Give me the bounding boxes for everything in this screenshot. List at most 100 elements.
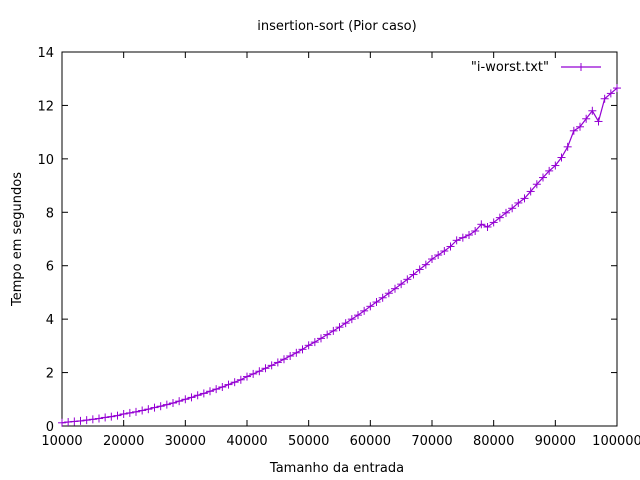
legend-point [577, 63, 585, 71]
data-point [113, 411, 122, 420]
data-point [82, 416, 91, 425]
data-point [323, 330, 332, 339]
data-point [162, 400, 171, 409]
data-point [378, 293, 387, 302]
data-point [557, 153, 566, 162]
data-point [471, 226, 480, 235]
data-point [397, 280, 406, 289]
data-point [230, 378, 239, 387]
data-point [502, 208, 510, 217]
data-point [600, 94, 609, 103]
data-point [132, 407, 140, 416]
data-point [489, 218, 498, 227]
data-point [391, 284, 399, 293]
data-point [249, 369, 258, 378]
data-point [144, 405, 153, 414]
x-tick-label: 90000 [535, 434, 576, 449]
data-point [514, 198, 523, 207]
data-point [101, 413, 110, 422]
data-point [156, 402, 165, 411]
data-point [452, 236, 461, 245]
data-point [588, 106, 597, 115]
data-point [193, 391, 202, 400]
data-point [70, 417, 79, 426]
x-tick-label: 10000 [41, 434, 82, 449]
y-tick-label: 0 [46, 420, 54, 435]
data-point [138, 406, 147, 415]
data-point [150, 403, 159, 412]
data-point [354, 311, 362, 320]
data-point [440, 247, 449, 256]
data-point [520, 194, 529, 203]
data-point [532, 180, 541, 189]
legend: "i-worst.txt" [471, 60, 601, 75]
y-tick-label: 14 [37, 46, 54, 61]
data-point [415, 265, 424, 274]
data-point [236, 375, 245, 384]
data-point [273, 358, 282, 367]
data-point [483, 222, 492, 231]
data-point [181, 395, 190, 404]
data-point [545, 166, 554, 175]
y-tick-label: 4 [46, 313, 54, 328]
data-point [372, 298, 381, 307]
x-tick-label: 40000 [226, 434, 267, 449]
data-point [58, 418, 66, 427]
data-point [539, 173, 547, 182]
data-point [76, 416, 85, 425]
data-point [243, 372, 251, 381]
x-axis-label: Tamanho da entrada [269, 461, 404, 476]
x-tick-label: 50000 [288, 434, 329, 449]
data-point [119, 409, 128, 418]
y-tick-label: 6 [46, 260, 54, 275]
data-point [508, 204, 517, 213]
data-point [360, 306, 369, 315]
data-point [594, 117, 603, 126]
data-point [218, 382, 227, 391]
data-point [465, 230, 473, 239]
data-point [563, 142, 572, 151]
data-point [298, 345, 307, 354]
x-tick-label: 30000 [165, 434, 206, 449]
data-point [551, 161, 560, 170]
data-point [107, 412, 116, 421]
data-point [286, 352, 295, 361]
data-point [329, 326, 338, 335]
data-point [224, 380, 233, 389]
data-point [125, 408, 134, 417]
data-point [341, 319, 350, 328]
data-point [187, 393, 196, 402]
data-point [280, 355, 288, 364]
data-point [64, 417, 73, 426]
y-axis-label: Tempo em segundos [10, 172, 25, 307]
data-point [569, 126, 578, 135]
data-point [199, 389, 208, 398]
data-point [403, 275, 412, 284]
data-point [88, 415, 97, 424]
data-point [206, 387, 214, 396]
plot-frame [61, 51, 618, 427]
data-point [458, 233, 467, 242]
data-point [95, 414, 103, 423]
data-point [169, 399, 177, 408]
data-point [310, 338, 319, 347]
data-point [384, 289, 393, 298]
data-point [606, 89, 615, 98]
data-point [255, 367, 264, 376]
x-tick-label: 60000 [350, 434, 391, 449]
data-point [317, 334, 325, 343]
y-tick-label: 2 [46, 367, 54, 382]
data-point [495, 213, 504, 222]
x-tick-label: 80000 [473, 434, 514, 449]
data-point [582, 114, 591, 123]
data-point [292, 348, 301, 357]
x-tick-label: 70000 [411, 434, 452, 449]
chart-title: insertion-sort (Pior caso) [257, 19, 416, 34]
y-tick-label: 10 [37, 153, 54, 168]
data-point [526, 187, 535, 196]
series-line [61, 87, 618, 424]
data-point [212, 385, 221, 394]
legend-label: "i-worst.txt" [471, 60, 549, 75]
data-point [409, 270, 418, 279]
